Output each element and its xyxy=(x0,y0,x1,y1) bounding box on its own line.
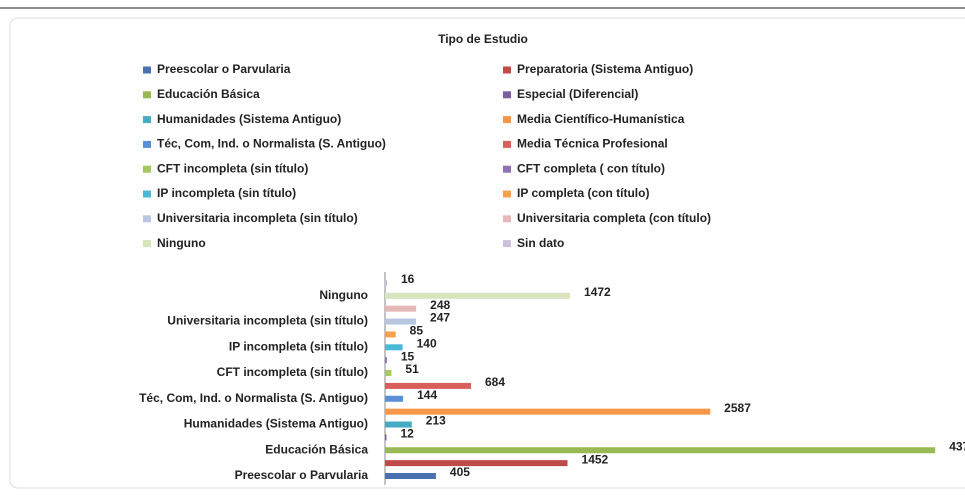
bar xyxy=(385,408,711,415)
bar xyxy=(385,357,387,364)
y-tick-label: CFT incompleta (sin título) xyxy=(217,365,368,379)
chart-title: Tipo de Estudio xyxy=(438,32,528,46)
legend-label: Media Técnica Profesional xyxy=(517,137,668,151)
bar xyxy=(385,331,396,338)
bar xyxy=(385,447,936,454)
value-label: 684 xyxy=(485,375,505,389)
value-label: 248 xyxy=(430,298,450,312)
legend-label: IP completa (con título) xyxy=(517,186,649,200)
legend-swatch xyxy=(143,116,151,124)
legend-swatch xyxy=(143,91,151,99)
value-label: 4377 xyxy=(949,439,965,453)
legend-label: Especial (Diferencial) xyxy=(517,87,638,101)
y-tick-label: Téc, Com, Ind. o Normalista (S. Antiguo) xyxy=(139,391,368,405)
legend-label: IP incompleta (sin título) xyxy=(157,186,296,200)
value-label: 213 xyxy=(426,414,446,428)
value-label: 247 xyxy=(430,311,450,325)
legend-label: Ninguno xyxy=(157,236,206,250)
value-label: 144 xyxy=(417,388,437,402)
legend-swatch xyxy=(503,66,511,74)
bar xyxy=(385,370,392,377)
legend-label: Educación Básica xyxy=(157,87,260,101)
legend-label: Preescolar o Parvularia xyxy=(157,62,291,76)
legend-swatch xyxy=(143,190,151,198)
legend-swatch xyxy=(143,240,151,248)
y-tick-label: Humanidades (Sistema Antiguo) xyxy=(184,417,368,431)
value-label: 1452 xyxy=(582,452,609,466)
bar xyxy=(385,382,471,389)
value-label: 51 xyxy=(405,362,419,376)
bar xyxy=(385,279,388,286)
value-label: 140 xyxy=(417,336,437,350)
legend-swatch xyxy=(503,116,511,124)
legend-swatch xyxy=(143,140,151,148)
value-label: 12 xyxy=(401,427,415,441)
bar xyxy=(385,318,417,325)
bar xyxy=(385,305,417,312)
y-tick-label: Educación Básica xyxy=(265,442,368,456)
legend-swatch xyxy=(503,190,511,198)
legend-label: Sin dato xyxy=(517,236,564,250)
value-label: 16 xyxy=(401,272,415,286)
legend-swatch xyxy=(143,215,151,223)
bar xyxy=(385,292,571,299)
value-label: 405 xyxy=(450,465,470,479)
bar xyxy=(385,344,403,351)
bar xyxy=(385,460,568,467)
value-label: 2587 xyxy=(724,401,751,415)
legend-label: Preparatoria (Sistema Antiguo) xyxy=(517,62,693,76)
y-tick-label: Ninguno xyxy=(319,288,368,302)
y-tick-label: Preescolar o Parvularia xyxy=(235,468,369,482)
bar xyxy=(385,395,404,402)
bar xyxy=(385,421,412,428)
legend-label: CFT incompleta (sin título) xyxy=(157,161,308,175)
legend-label: Universitaria incompleta (sin título) xyxy=(157,211,358,225)
legend-label: Téc, Com, Ind. o Normalista (S. Antiguo) xyxy=(157,137,386,151)
bar xyxy=(385,473,436,479)
legend-swatch xyxy=(143,165,151,173)
chart-frame xyxy=(9,17,965,489)
legend-swatch xyxy=(143,66,151,74)
legend-swatch xyxy=(503,240,511,248)
value-label: 85 xyxy=(410,324,424,338)
legend-label: Universitaria completa (con título) xyxy=(517,211,711,225)
value-label: 15 xyxy=(401,349,415,363)
legend-swatch xyxy=(503,91,511,99)
legend-label: Media Científico-Humanística xyxy=(517,112,685,126)
legend-swatch xyxy=(503,215,511,223)
value-label: 1472 xyxy=(584,285,611,299)
legend-swatch xyxy=(503,165,511,173)
legend-label: CFT completa ( con título) xyxy=(517,161,665,175)
legend-label: Humanidades (Sistema Antiguo) xyxy=(157,112,341,126)
y-tick-label: Universitaria incompleta (sin título) xyxy=(167,314,368,328)
bar xyxy=(385,434,387,441)
legend-swatch xyxy=(503,140,511,148)
y-tick-label: IP incompleta (sin título) xyxy=(229,339,368,353)
